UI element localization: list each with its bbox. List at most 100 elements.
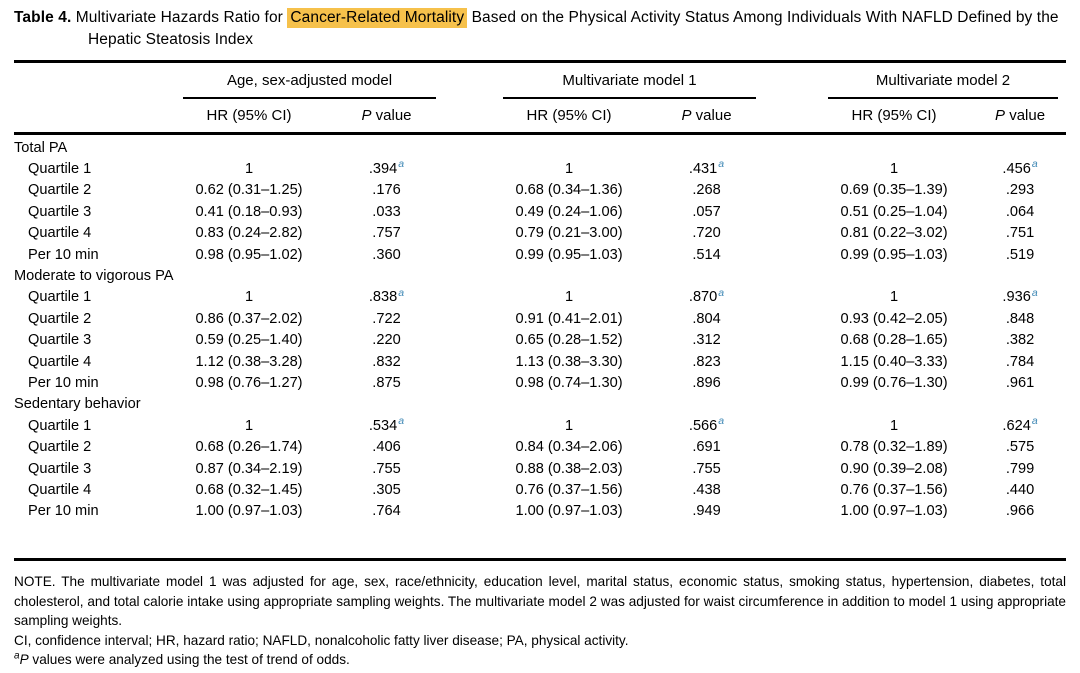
p-value: .566a — [688, 414, 725, 434]
hr-ci-value: 0.86 (0.37–2.02) — [195, 310, 303, 327]
group-header-age-sex-adjusted: Age, sex-adjusted model — [169, 63, 444, 99]
column-spacer — [444, 436, 489, 457]
column-spacer — [444, 158, 489, 179]
hr-ci-value: 0.98 (0.76–1.27) — [195, 374, 303, 391]
section-row: Total PA — [14, 134, 1066, 159]
hr-ci-value: 1 — [244, 161, 254, 178]
p-value: .406 — [372, 439, 401, 456]
column-spacer — [764, 63, 814, 99]
table-row: Quartile 4 0.68 (0.32–1.45) .305 0.76 (0.37… — [14, 479, 1066, 500]
column-spacer — [764, 330, 814, 351]
row-label: Quartile 4 — [28, 353, 92, 370]
hr-ci-column-header: HR (95% CI) — [489, 99, 650, 135]
p-value: .751 — [1005, 225, 1035, 242]
column-spacer — [764, 99, 815, 135]
column-spacer — [444, 415, 489, 436]
p-value: .757 — [372, 225, 401, 242]
hr-ci-value: 0.59 (0.25–1.40) — [195, 332, 303, 349]
row-label: Quartile 2 — [28, 439, 92, 456]
section-label: Moderate to vigorous PA — [14, 268, 174, 285]
p-value: .875 — [372, 374, 401, 391]
p-value: .624a — [1002, 414, 1038, 434]
p-value: .534a — [368, 414, 405, 434]
hr-ci-value: 1 — [244, 417, 254, 434]
footnote-a-superscript: a — [1031, 158, 1038, 171]
p-value: .575 — [1005, 439, 1035, 456]
group-header-row: Age, sex-adjusted model Multivariate mod… — [14, 63, 1066, 99]
p-value: .514 — [692, 246, 721, 263]
row-label: Quartile 2 — [28, 182, 92, 199]
column-spacer — [444, 223, 489, 244]
hr-ci-value: 0.51 (0.25–1.04) — [840, 203, 948, 220]
title-text-after: Based on the Physical Activity Status Am… — [88, 9, 1059, 48]
hr-ci-value: 0.68 (0.26–1.74) — [195, 439, 303, 456]
column-spacer — [764, 244, 814, 265]
column-spacer — [444, 330, 489, 351]
hr-ci-value: 0.93 (0.42–2.05) — [840, 310, 948, 327]
column-spacer — [444, 372, 489, 393]
p-value: .804 — [692, 310, 721, 327]
group-header-multivariate-1: Multivariate model 1 — [489, 63, 764, 99]
p-value: .440 — [1005, 481, 1035, 498]
footnote-a-superscript: a — [718, 414, 725, 427]
column-spacer — [764, 180, 814, 201]
hr-ci-value: 1.00 (0.97–1.03) — [515, 503, 623, 520]
row-label: Quartile 3 — [28, 332, 92, 349]
row-label: Quartile 3 — [28, 203, 92, 220]
row-label: Quartile 1 — [28, 417, 92, 434]
column-spacer — [764, 458, 814, 479]
column-spacer — [764, 372, 814, 393]
footnote-a-superscript: a — [1031, 286, 1038, 299]
table-row: Quartile 1 1 .534a 1 .566a 1 .624a — [14, 415, 1066, 436]
hr-ci-value: 0.68 (0.28–1.65) — [840, 332, 948, 349]
p-value: .722 — [372, 310, 401, 327]
hr-ci-value: 0.76 (0.37–1.56) — [515, 481, 623, 498]
hr-ci-value: 1 — [244, 289, 254, 306]
row-label: Per 10 min — [28, 246, 99, 263]
hr-ci-value: 0.62 (0.31–1.25) — [195, 182, 303, 199]
p-value: .305 — [372, 481, 401, 498]
row-label: Quartile 2 — [28, 310, 92, 327]
top-rule — [14, 60, 1066, 63]
column-spacer — [444, 99, 490, 135]
p-value: .764 — [372, 503, 401, 520]
p-value: .848 — [1005, 310, 1035, 327]
footnote-a-superscript: a — [398, 158, 405, 171]
section-row: Moderate to vigorous PA — [14, 265, 1066, 286]
footnote-a-line: aP values were analyzed using the test o… — [14, 650, 350, 668]
hr-ci-column-header: HR (95% CI) — [169, 99, 329, 135]
hr-ci-value: 1.13 (0.38–3.30) — [515, 353, 623, 370]
hr-ci-value: 0.69 (0.35–1.39) — [840, 182, 948, 199]
p-value: .936a — [1002, 286, 1038, 306]
footnote-a-marker: a — [14, 650, 20, 662]
column-spacer — [764, 287, 814, 308]
hr-ci-value: 0.41 (0.18–0.93) — [195, 203, 303, 220]
hr-ci-value: 0.65 (0.28–1.52) — [515, 332, 623, 349]
p-value: .832 — [372, 353, 401, 370]
hr-ci-value: 0.68 (0.34–1.36) — [515, 182, 623, 199]
section-label: Total PA — [14, 139, 68, 156]
hr-ci-value: 1 — [564, 417, 574, 434]
row-label: Quartile 4 — [28, 225, 92, 242]
column-spacer — [444, 244, 489, 265]
hr-ci-value: 1 — [889, 289, 899, 306]
empty-corner-cell — [14, 63, 169, 99]
p-value: .519 — [1005, 246, 1035, 263]
p-value: .064 — [1005, 203, 1035, 220]
footnote-a-superscript: a — [1031, 414, 1038, 427]
note-paragraph: NOTE. The multivariate model 1 was adjus… — [14, 574, 1066, 629]
p-value: .438 — [692, 481, 721, 498]
hr-ci-value: 0.78 (0.32–1.89) — [840, 439, 948, 456]
column-spacer — [764, 308, 814, 329]
hazards-ratio-table: Age, sex-adjusted model Multivariate mod… — [14, 63, 1067, 522]
column-spacer — [764, 223, 814, 244]
p-value-column-header: P value — [329, 99, 445, 135]
p-value: .720 — [692, 225, 721, 242]
hr-ci-value: 0.79 (0.21–3.00) — [515, 225, 623, 242]
p-value: .382 — [1005, 332, 1035, 349]
p-value: .394a — [368, 158, 405, 178]
hr-ci-value: 1 — [564, 161, 574, 178]
hr-ci-value: 0.84 (0.34–2.06) — [515, 439, 623, 456]
table-row: Quartile 3 0.87 (0.34–2.19) .755 0.88 (0.38… — [14, 458, 1066, 479]
table-row: Per 10 min 0.98 (0.95–1.02) .360 0.99 (0.95… — [14, 244, 1066, 265]
